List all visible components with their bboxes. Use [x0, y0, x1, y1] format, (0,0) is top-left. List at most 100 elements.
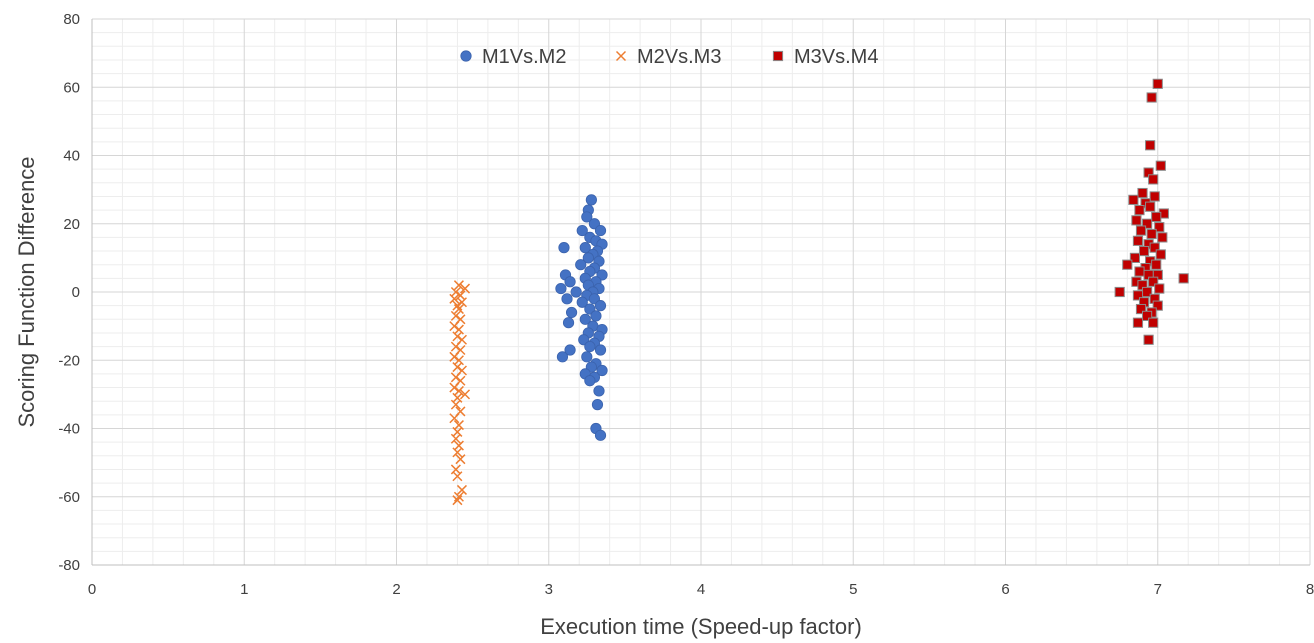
data-point: [582, 252, 594, 264]
data-point: [1152, 300, 1163, 311]
data-point: [1132, 317, 1144, 328]
data-point: [581, 211, 593, 223]
x-tick-label: 4: [697, 581, 705, 598]
data-point: [594, 224, 607, 237]
grid-layer: [91, 18, 1311, 566]
data-point: [596, 364, 608, 377]
data-point: [1146, 228, 1157, 240]
data-point: [452, 300, 463, 311]
data-point: [1128, 194, 1139, 205]
data-point: [1155, 160, 1166, 171]
x-tick-label: 1: [240, 581, 248, 598]
data-point: [459, 283, 471, 294]
data-point: [555, 282, 567, 295]
data-point: [455, 454, 466, 465]
data-point: [1135, 303, 1147, 315]
data-point: [594, 429, 607, 441]
data-point: [1149, 191, 1160, 202]
x-tick-label: 8: [1306, 581, 1314, 598]
data-point: [561, 293, 573, 305]
data-point: [1135, 225, 1147, 236]
data-point: [594, 344, 607, 356]
legend-item: M3Vs.M4: [772, 46, 878, 68]
y-tick-label: -60: [58, 489, 80, 506]
y-tick-label: 20: [63, 216, 80, 233]
legend-marker: [460, 50, 472, 62]
data-point: [584, 375, 596, 387]
marks-layer: [449, 78, 1189, 506]
data-point: [562, 317, 575, 329]
legend-label: M3Vs.M4: [794, 46, 878, 68]
y-tick-label: 60: [63, 79, 80, 96]
legend-marker: [615, 50, 627, 62]
data-point: [449, 413, 460, 424]
data-point: [1178, 273, 1189, 284]
data-point: [1157, 232, 1168, 243]
data-point: [456, 297, 467, 308]
legend-label: M1Vs.M2: [482, 46, 566, 68]
data-point: [1148, 174, 1159, 185]
data-point: [593, 385, 605, 397]
data-point: [576, 224, 588, 237]
data-point: [452, 362, 463, 373]
legend-marker: [772, 50, 784, 62]
data-point: [450, 341, 461, 352]
data-point: [558, 242, 570, 254]
data-point: [1149, 242, 1160, 253]
series-m1vs-m2: [555, 194, 608, 441]
x-tick-label: 3: [545, 581, 553, 598]
data-point: [1114, 286, 1125, 298]
data-point: [453, 491, 464, 502]
data-point: [1154, 222, 1165, 233]
data-point: [1151, 211, 1162, 223]
y-axis-title: Scoring Function Difference: [14, 156, 39, 427]
data-point: [579, 313, 591, 325]
data-point: [575, 259, 587, 271]
data-point: [450, 372, 461, 383]
data-point: [1154, 283, 1165, 294]
data-point: [1129, 252, 1141, 263]
data-point: [449, 293, 460, 304]
data-point: [1145, 201, 1156, 212]
data-point: [1145, 140, 1156, 151]
data-point: [579, 242, 591, 254]
y-tick-label: -80: [58, 557, 80, 574]
data-point: [450, 399, 461, 410]
data-point: [1152, 78, 1163, 89]
x-tick-label: 6: [1001, 581, 1009, 598]
series-m3vs-m4: [1114, 78, 1189, 345]
data-point: [564, 344, 576, 356]
legend: M1Vs.M2 M2Vs.M3 M3Vs.M4: [460, 46, 878, 68]
data-point: [584, 340, 596, 353]
y-tick-label: 0: [72, 284, 80, 301]
data-point: [452, 447, 463, 458]
data-point: [581, 351, 593, 363]
y-tick-label: 40: [63, 148, 80, 165]
series-m2vs-m3: [449, 280, 471, 506]
data-point: [591, 399, 604, 411]
x-tick-label: 7: [1154, 581, 1162, 598]
data-point: [1146, 92, 1157, 103]
data-point: [1134, 266, 1145, 277]
y-tick-label: -40: [58, 421, 80, 438]
data-point: [576, 296, 588, 308]
data-point: [594, 300, 607, 312]
data-point: [1134, 205, 1145, 216]
x-tick-label: 5: [849, 581, 857, 598]
data-point: [570, 286, 582, 298]
data-point: [565, 306, 578, 319]
data-point: [1148, 276, 1159, 287]
y-tick-label: 80: [63, 11, 80, 28]
data-point: [452, 331, 463, 342]
x-tick-label: 0: [88, 581, 96, 598]
data-point: [1143, 334, 1154, 345]
data-point: [1141, 310, 1153, 321]
data-point: [1137, 187, 1148, 199]
data-point: [453, 304, 464, 315]
data-point: [1141, 218, 1153, 229]
data-point: [449, 351, 460, 362]
data-point: [459, 389, 471, 400]
data-point: [453, 280, 464, 291]
